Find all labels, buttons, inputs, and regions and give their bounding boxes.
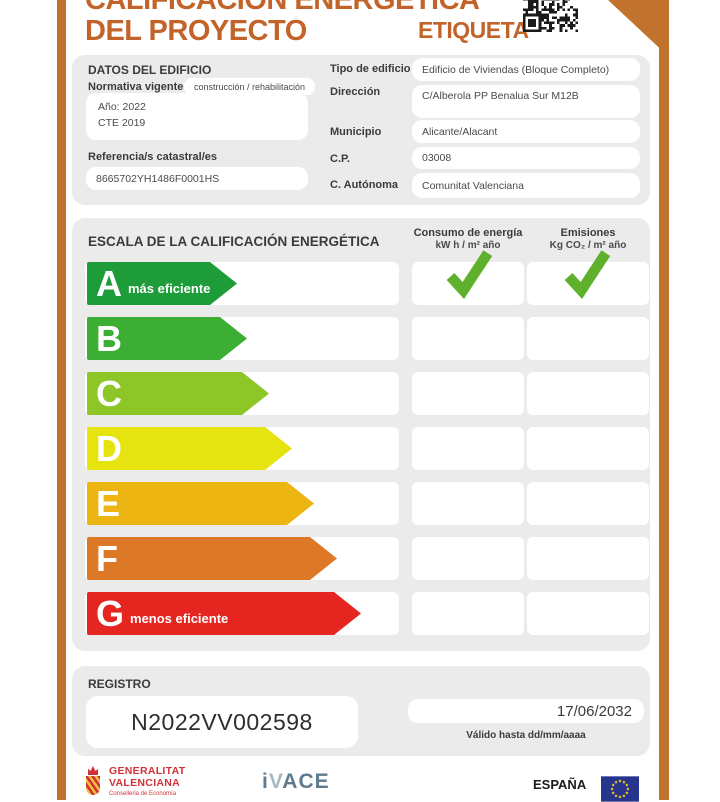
rating-arrow: C	[87, 372, 269, 415]
rating-row: B	[72, 317, 650, 360]
registry-section-title: REGISTRO	[88, 677, 151, 691]
left-orange-border	[57, 0, 66, 800]
qr-code-icon	[523, 0, 578, 32]
building-section-title: DATOS DEL EDIFICIO	[88, 63, 212, 77]
rating-arrow: B	[87, 317, 247, 360]
consumo-value-cell	[412, 427, 524, 470]
espana-label: ESPAÑA	[533, 777, 587, 792]
consumo-value-cell	[412, 372, 524, 415]
emisiones-value-cell	[527, 427, 649, 470]
field-value-direccion: C/Alberola PP Benalua Sur M12B	[412, 85, 640, 118]
field-value-municipio: Alicante/Alacant	[412, 120, 640, 143]
normativa-label: Normativa vigente	[88, 81, 184, 93]
consumo-value-cell	[412, 537, 524, 580]
rating-arrow: F	[87, 537, 337, 580]
field-label-municipio: Municipio	[330, 126, 382, 138]
emisiones-check-icon	[564, 250, 611, 300]
energy-scale-panel: ESCALA DE LA CALIFICACIÓN ENERGÉTICA Con…	[72, 218, 650, 651]
emisiones-title: Emisiones	[560, 227, 616, 239]
registry-panel: REGISTRO N2022VV002598 17/06/2032 Válido…	[72, 666, 650, 756]
rating-letter: D	[96, 428, 122, 469]
field-value-autonoma: Comunitat Valenciana	[412, 173, 640, 198]
referencia-value: 8665702YH1486F0001HS	[86, 167, 308, 190]
valid-until-label: Válido hasta dd/mm/aaaa	[466, 730, 586, 741]
emisiones-value-cell	[527, 537, 649, 580]
valid-until-date: 17/06/2032	[408, 699, 644, 723]
emisiones-value-cell	[527, 372, 649, 415]
normativa-value-box: Año: 2022 CTE 2019	[86, 93, 308, 140]
field-value-tipo: Edificio de Viviendas (Bloque Completo)	[412, 58, 640, 81]
emisiones-value-cell	[527, 592, 649, 635]
page-title-line2: DEL PROYECTO	[85, 15, 307, 47]
consumo-title: Consumo de energía	[413, 227, 523, 239]
gva-line1: GENERALITAT	[109, 765, 186, 777]
rating-row: F	[72, 537, 650, 580]
rating-letter: G	[96, 593, 125, 634]
registry-number: N2022VV002598	[86, 696, 358, 748]
rating-letter: B	[96, 318, 122, 359]
field-label-autonoma: C. Autónoma	[330, 179, 399, 191]
field-label-cp: C.P.	[330, 153, 350, 165]
consumo-unit: kW h / m² año	[435, 240, 501, 251]
consumo-value-cell	[412, 317, 524, 360]
gva-line2: VALENCIANA	[109, 776, 181, 789]
rating-arrow: E	[87, 482, 314, 525]
rating-row: C	[72, 372, 650, 415]
normativa-year: Año: 2022	[98, 101, 146, 113]
rating-row: E	[72, 482, 650, 525]
field-value-cp: 03008	[412, 147, 640, 169]
consumo-check-icon	[446, 250, 493, 300]
emisiones-value-cell	[527, 317, 649, 360]
rating-note: menos eficiente	[130, 611, 229, 626]
emisiones-unit: Kg CO₂ / m² año	[549, 240, 627, 251]
rating-letter: E	[96, 483, 121, 524]
rating-letter: F	[96, 538, 118, 579]
right-orange-border	[659, 0, 669, 800]
rating-arrow: D	[87, 427, 292, 470]
building-data-panel: DATOS DEL EDIFICIO Normativa vigente con…	[72, 55, 650, 205]
ivace-i: i	[262, 770, 269, 793]
generalitat-valenciana-logo: GENERALITAT VALENCIANA Conselleria de Ec…	[85, 765, 186, 797]
consumo-value-cell	[412, 592, 524, 635]
rating-row: G menos eficiente	[72, 592, 650, 635]
rating-row: D	[72, 427, 650, 470]
rating-letter: C	[96, 373, 122, 414]
rating-row: A más eficiente	[72, 250, 650, 305]
field-label-tipo: Tipo de edificio	[330, 63, 411, 75]
page-title: CALIFICACIÓN ENERGÉTICA DEL PROYECTO	[85, 0, 480, 47]
rating-note: más eficiente	[128, 281, 211, 296]
ivace-v: V	[268, 770, 283, 793]
normativa-tag: construcción / rehabilitación	[184, 78, 316, 95]
emisiones-value-cell	[527, 482, 649, 525]
etiqueta-label: ETIQUETA	[418, 17, 529, 43]
emisiones-column-header: Emisiones Kg CO₂ / m² año	[527, 227, 649, 251]
page-title-line1: CALIFICACIÓN ENERGÉTICA	[85, 0, 480, 16]
rating-arrow: A más eficiente	[87, 262, 237, 305]
field-label-direccion: Dirección	[330, 86, 381, 98]
normativa-cte: CTE 2019	[98, 117, 146, 129]
consumo-column-header: Consumo de energía kW h / m² año	[412, 227, 524, 251]
rating-arrow: G menos eficiente	[87, 592, 361, 635]
rating-letter: A	[96, 263, 122, 304]
consumo-value-cell	[412, 482, 524, 525]
gva-subtitle: Conselleria de Economía	[109, 791, 177, 797]
scale-title: ESCALA DE LA CALIFICACIÓN ENERGÉTICA	[88, 234, 380, 249]
gva-coat-of-arms-icon	[85, 766, 102, 796]
ivace-ace: ACE	[282, 770, 330, 793]
eu-flag-icon	[601, 776, 639, 802]
referencia-label: Referencia/s catastral/es	[88, 151, 218, 163]
ivace-logo: iVACE	[262, 770, 330, 794]
